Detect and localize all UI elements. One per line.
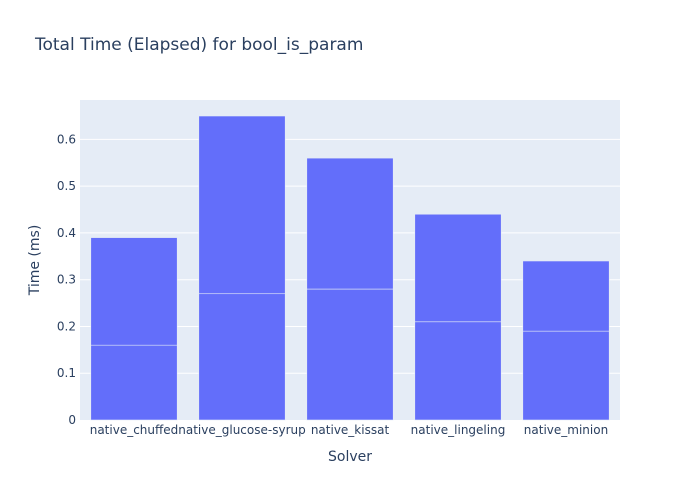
bars (90, 115, 610, 421)
x-tick-label: native_lingeling (411, 423, 506, 437)
chart-title: Total Time (Elapsed) for bool_is_param (34, 35, 363, 55)
y-axis-title: Time (ms) (27, 225, 43, 297)
y-tick-label: 0.3 (57, 273, 76, 287)
bar-segment (90, 237, 178, 346)
x-tick-label: native_glucose-syrup (178, 423, 305, 437)
y-tick-label: 0 (68, 413, 76, 427)
bar-segment (414, 213, 502, 323)
y-tick-label: 0.5 (57, 179, 76, 193)
bar-segment (522, 330, 610, 421)
bar-segment (198, 293, 286, 421)
bar-segment (306, 157, 394, 290)
y-tick-label: 0.1 (57, 366, 76, 380)
y-tick-label: 0.2 (57, 319, 76, 333)
x-tick-label: native_minion (524, 423, 608, 437)
x-tick-label: native_kissat (311, 423, 390, 437)
bar-segment (198, 115, 286, 295)
x-axis-ticks: native_chuffed native_glucose-syrup native… (90, 423, 608, 437)
y-axis-ticks: 0 0.1 0.2 0.3 0.4 0.5 0.6 (57, 132, 76, 427)
y-tick-label: 0.4 (57, 226, 76, 240)
bar-segment (522, 260, 610, 332)
y-tick-label: 0.6 (57, 132, 76, 146)
bar-segment (414, 321, 502, 421)
x-tick-label: native_chuffed (90, 423, 179, 437)
bar-segment (306, 288, 394, 421)
x-axis-title: Solver (328, 449, 372, 465)
bar-segment (90, 344, 178, 421)
